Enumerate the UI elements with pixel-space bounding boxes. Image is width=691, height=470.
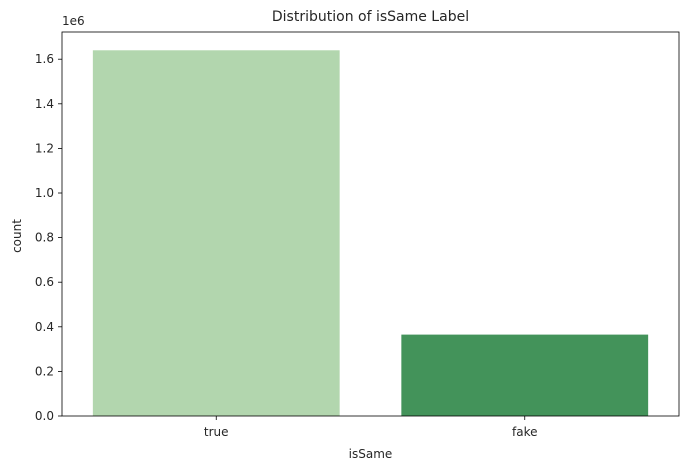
chart-title: Distribution of isSame Label [272,9,469,25]
x-tick-label-true: true [204,425,229,439]
y-tick-label: 0.2 [35,364,54,378]
y-tick-label: 0.8 [35,231,54,245]
axes-layer [61,31,680,417]
y-tick-label: 1.0 [35,186,54,200]
y-tick-label: 1.6 [35,52,54,66]
y-tick-label: 0.0 [35,409,54,423]
y-tick-label: 1.2 [35,141,54,155]
x-axis-label: isSame [349,447,393,461]
bar-true [92,50,340,417]
y-tick-label: 0.6 [35,275,54,289]
y-axis-offset-label: 1e6 [62,14,85,28]
bars-layer [92,50,649,417]
y-tick-label: 1.4 [35,97,54,111]
ticks-layer: true fake 0.0 0.2 0.4 0.6 0.8 1.0 1.2 1.4 1.6 [35,52,538,439]
bar-fake [401,334,649,416]
x-tick-label-fake: fake [512,425,537,439]
y-axis-label: count [10,219,24,253]
y-tick-label: 0.4 [35,320,54,334]
plot-frame [61,31,680,417]
